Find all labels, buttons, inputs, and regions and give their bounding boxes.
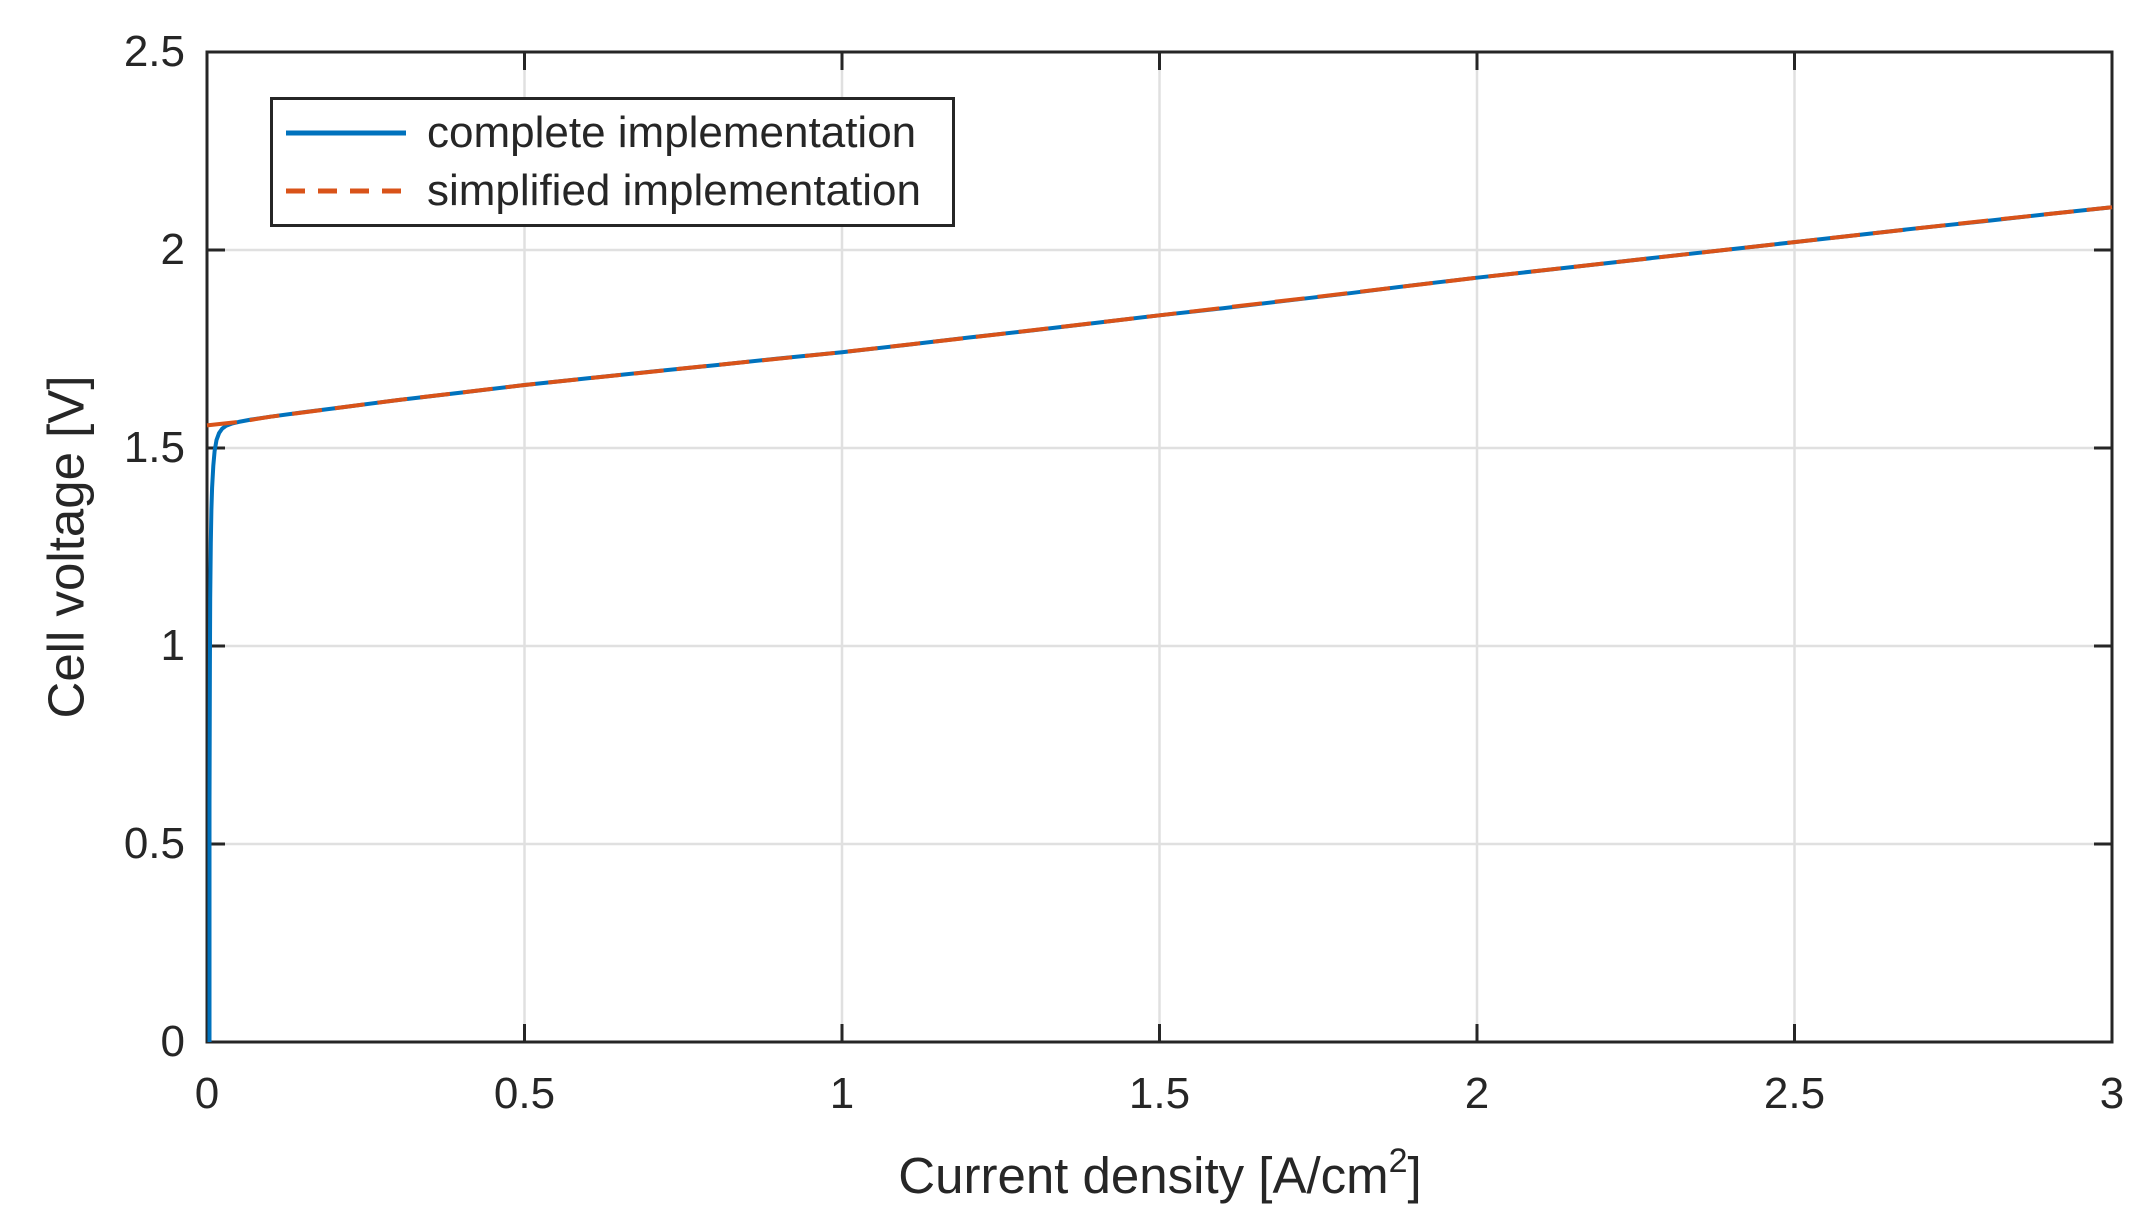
y-tick-label: 0.5 — [123, 819, 185, 868]
legend-item-simplified: simplified implementation — [286, 166, 952, 217]
legend-label-simplified: simplified implementation — [427, 165, 921, 215]
y-tick-label: 2.5 — [123, 27, 185, 76]
solid-line-swatch-icon — [286, 130, 406, 136]
x-tick-label: 1.5 — [1128, 1069, 1191, 1118]
x-axis-label-text: Current density [A/cm — [898, 1147, 1389, 1204]
y-tick-label: 1 — [160, 621, 185, 670]
dashed-line-swatch-icon — [286, 188, 406, 194]
x-tick-label: 0 — [194, 1069, 220, 1118]
y-tick-label: 0 — [160, 1017, 185, 1066]
x-axis-label: Current density [A/cm2] — [898, 1144, 1422, 1204]
y-axis-label: Cell voltage [V] — [37, 375, 95, 719]
x-axis-label-superscript: 2 — [1388, 1142, 1408, 1180]
x-tick-label: 0.5 — [493, 1069, 556, 1118]
simplified-implementation-line — [206, 205, 2113, 428]
x-tick-label: 2 — [1464, 1069, 1490, 1118]
x-axis-label-close-bracket: ] — [1407, 1147, 1422, 1204]
x-tick-label: 3 — [2099, 1069, 2125, 1118]
y-tick-label: 2 — [160, 225, 185, 274]
legend-label-complete: complete implementation — [427, 107, 917, 157]
legend: complete implementation simplified imple… — [270, 97, 955, 227]
legend-item-complete: complete implementation — [286, 108, 952, 159]
y-tick-label: 1.5 — [123, 423, 185, 472]
x-tick-label: 1 — [829, 1069, 855, 1118]
x-tick-label: 2.5 — [1763, 1069, 1826, 1118]
